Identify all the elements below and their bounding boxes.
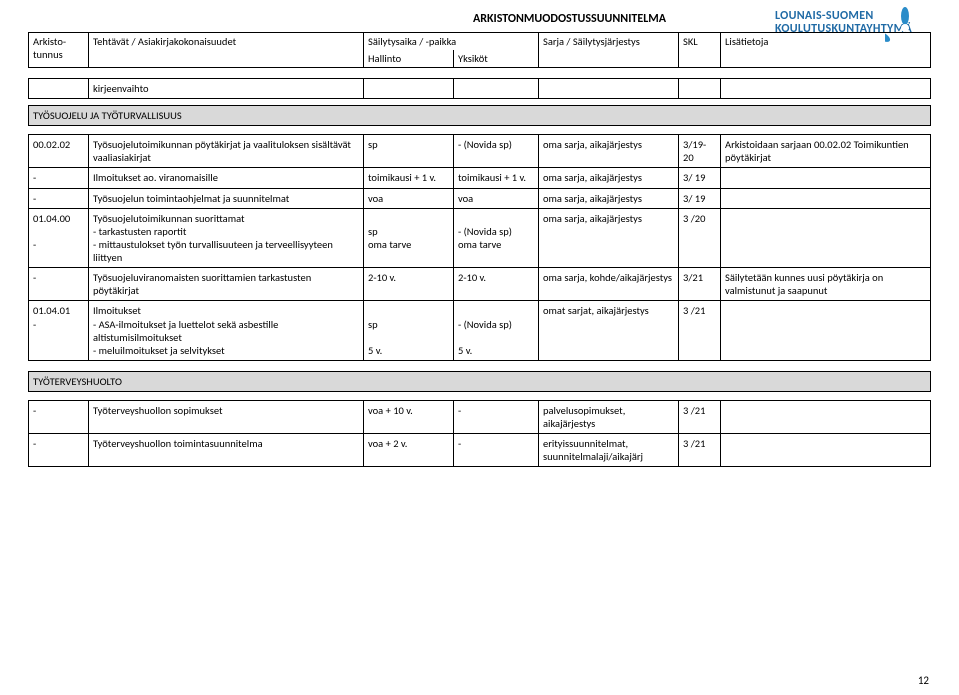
table-row: -Työsuojeluviranomaisten suorittamien ta… xyxy=(29,268,931,301)
cell-c3: sp xyxy=(364,135,454,168)
cell-c2: Työterveyshuollon sopimukset xyxy=(89,400,364,433)
hdr-col4b: Yksiköt xyxy=(454,50,539,68)
section2-table: -Työterveyshuollon sopimuksetvoa + 10 v.… xyxy=(28,400,931,468)
table-row: 01.04.01 -Ilmoitukset - ASA-ilmoitukset … xyxy=(29,301,931,361)
cell-c3: sp oma tarve xyxy=(364,208,454,268)
small-row-table: kirjeenvaihto xyxy=(28,78,931,99)
hdr-col6: SKL xyxy=(679,33,721,68)
cell-c3: 2-10 v. xyxy=(364,268,454,301)
cell-c2: Työsuojelutoimikunnan suorittamat - tark… xyxy=(89,208,364,268)
header-table: Arkisto- tunnus Tehtävät / Asiakirjakoko… xyxy=(28,32,931,68)
cell-c5: oma sarja, aikajärjestys xyxy=(539,208,679,268)
table-row: -Työterveyshuollon sopimuksetvoa + 10 v.… xyxy=(29,400,931,433)
table-row: -Ilmoitukset ao. viranomaisilletoimikaus… xyxy=(29,168,931,188)
table-row: 00.02.02Työsuojelutoimikunnan pöytäkirja… xyxy=(29,135,931,168)
hdr-col2: Tehtävät / Asiakirjakokonaisuudet xyxy=(89,33,364,68)
cell-c1: - xyxy=(29,168,89,188)
cell-c5: oma sarja, aikajärjestys xyxy=(539,135,679,168)
cell-c4: 2-10 v. xyxy=(454,268,539,301)
cell-c1: 01.04.01 - xyxy=(29,301,89,361)
cell-c1: - xyxy=(29,400,89,433)
cell-c2: Ilmoitukset - ASA-ilmoitukset ja luettel… xyxy=(89,301,364,361)
cell-c7 xyxy=(721,168,931,188)
cell-c6: 3 /20 xyxy=(679,208,721,268)
cell-c6: 3 /21 xyxy=(679,400,721,433)
cell-c3: voa xyxy=(364,188,454,208)
cell-c2: Työsuojeluviranomaisten suorittamien tar… xyxy=(89,268,364,301)
cell-c6: 3/ 19 xyxy=(679,188,721,208)
cell-c7 xyxy=(721,400,931,433)
page-number: 12 xyxy=(918,674,929,687)
cell-c3: sp 5 v. xyxy=(364,301,454,361)
cell-c5: oma sarja, aikajärjestys xyxy=(539,168,679,188)
hdr-col3a: Säilytysaika / -paikka xyxy=(364,33,539,51)
small-row-c2: kirjeenvaihto xyxy=(89,79,364,99)
cell-c1: - xyxy=(29,268,89,301)
cell-c7 xyxy=(721,208,931,268)
cell-c4: - xyxy=(454,434,539,467)
cell-c2: Työterveyshuollon toimintasuunnitelma xyxy=(89,434,364,467)
table-row: kirjeenvaihto xyxy=(29,79,931,99)
cell-c2: Ilmoitukset ao. viranomaisille xyxy=(89,168,364,188)
hdr-col1: Arkisto- tunnus xyxy=(29,33,89,68)
cell-c2: Työsuojelun toimintaohjelmat ja suunnite… xyxy=(89,188,364,208)
cell-c1: - xyxy=(29,188,89,208)
cell-c6: 3/19-20 xyxy=(679,135,721,168)
cell-c7: Säilytetään kunnes uusi pöytäkirja on va… xyxy=(721,268,931,301)
cell-c3: voa + 10 v. xyxy=(364,400,454,433)
table-row: -Työterveyshuollon toimintasuunnitelmavo… xyxy=(29,434,931,467)
cell-c1: 00.02.02 xyxy=(29,135,89,168)
cell-c5: palvelusopimukset, aikajärjestys xyxy=(539,400,679,433)
cell-c3: toimikausi + 1 v. xyxy=(364,168,454,188)
cell-c5: oma sarja, kohde/aikajärjestys xyxy=(539,268,679,301)
cell-c5: omat sarjat, aikajärjestys xyxy=(539,301,679,361)
cell-c4: - (Novida sp) oma tarve xyxy=(454,208,539,268)
cell-c7: Arkistoidaan sarjaan 00.02.02 Toimikunti… xyxy=(721,135,931,168)
table-row: 01.04.00 -Työsuojelutoimikunnan suoritta… xyxy=(29,208,931,268)
cell-c7 xyxy=(721,434,931,467)
cell-c5: oma sarja, aikajärjestys xyxy=(539,188,679,208)
cell-c3: voa + 2 v. xyxy=(364,434,454,467)
cell-c7 xyxy=(721,301,931,361)
cell-c7 xyxy=(721,188,931,208)
section-heading-2: TYÖTERVEYSHUOLTO xyxy=(28,371,931,392)
cell-c1: - xyxy=(29,434,89,467)
cell-c6: 3/ 19 xyxy=(679,168,721,188)
cell-c6: 3 /21 xyxy=(679,301,721,361)
brand-logo: LOUNAIS-SUOMEN KOULUTUSKUNTAYHTYMÄ xyxy=(775,10,925,36)
cell-c4: - (Novida sp) xyxy=(454,135,539,168)
cell-c6: 3 /21 xyxy=(679,434,721,467)
table-row: -Työsuojelun toimintaohjelmat ja suunnit… xyxy=(29,188,931,208)
cell-c1: 01.04.00 - xyxy=(29,208,89,268)
cell-c6: 3/21 xyxy=(679,268,721,301)
section-heading-1: TYÖSUOJELU JA TYÖTURVALLISUUS xyxy=(28,105,931,126)
section1-table: 00.02.02Työsuojelutoimikunnan pöytäkirja… xyxy=(28,134,931,361)
flower-icon xyxy=(885,6,925,46)
cell-c4: voa xyxy=(454,188,539,208)
cell-c4: - (Novida sp) 5 v. xyxy=(454,301,539,361)
cell-c5: erityissuunnitelmat, suunnitelmalaji/aik… xyxy=(539,434,679,467)
hdr-col3b: Hallinto xyxy=(364,50,454,68)
cell-c4: toimikausi + 1 v. xyxy=(454,168,539,188)
cell-c2: Työsuojelutoimikunnan pöytäkirjat ja vaa… xyxy=(89,135,364,168)
cell-c4: - xyxy=(454,400,539,433)
hdr-col5: Sarja / Säilytysjärjestys xyxy=(539,33,679,68)
